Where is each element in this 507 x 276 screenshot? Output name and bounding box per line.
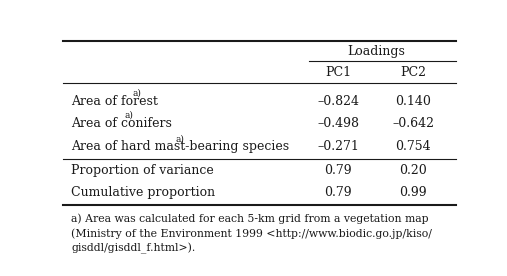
Text: 0.140: 0.140 <box>395 95 431 108</box>
Text: a): a) <box>124 111 133 120</box>
Text: –0.271: –0.271 <box>317 140 359 153</box>
Text: Area of hard mast-bearing species: Area of hard mast-bearing species <box>71 140 289 153</box>
Text: a): a) <box>175 134 184 143</box>
Text: PC1: PC1 <box>325 66 351 79</box>
Text: Loadings: Loadings <box>347 45 405 58</box>
Text: Area of forest: Area of forest <box>71 95 158 108</box>
Text: –0.824: –0.824 <box>317 95 359 108</box>
Text: 0.99: 0.99 <box>400 186 427 199</box>
Text: Proportion of variance: Proportion of variance <box>71 164 214 177</box>
Text: 0.79: 0.79 <box>324 164 352 177</box>
Text: PC2: PC2 <box>400 66 426 79</box>
Text: gisddl/gisddl_f.html>).: gisddl/gisddl_f.html>). <box>71 243 196 254</box>
Text: –0.642: –0.642 <box>392 117 434 130</box>
Text: 0.20: 0.20 <box>399 164 427 177</box>
Text: a) Area was calculated for each 5-km grid from a vegetation map: a) Area was calculated for each 5-km gri… <box>71 214 429 224</box>
Text: 0.754: 0.754 <box>395 140 431 153</box>
Text: –0.498: –0.498 <box>317 117 359 130</box>
Text: a): a) <box>132 89 141 97</box>
Text: (Ministry of the Environment 1999 <http://www.biodic.go.jp/kiso/: (Ministry of the Environment 1999 <http:… <box>71 228 432 239</box>
Text: Cumulative proportion: Cumulative proportion <box>71 186 215 199</box>
Text: 0.79: 0.79 <box>324 186 352 199</box>
Text: Area of conifers: Area of conifers <box>71 117 172 130</box>
